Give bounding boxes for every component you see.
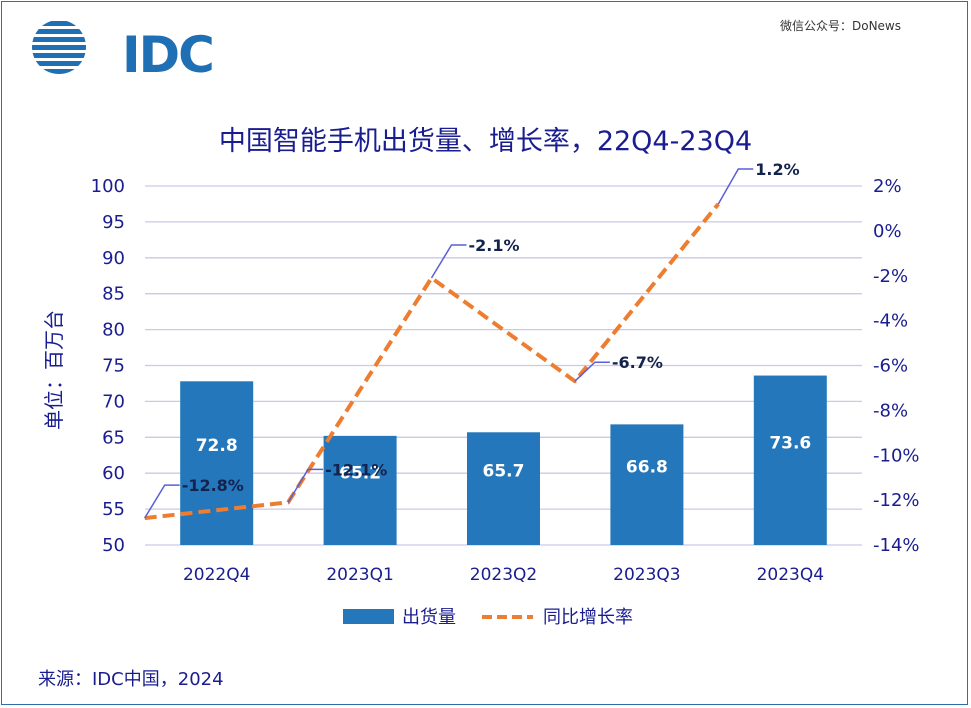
bar-value-label: 66.8 bbox=[626, 458, 668, 478]
left-tick-label: 75 bbox=[102, 356, 125, 377]
right-tick-label: -8% bbox=[873, 400, 908, 421]
leader-line bbox=[287, 468, 324, 503]
leader-line bbox=[430, 244, 467, 279]
category-label: 2023Q1 bbox=[326, 565, 393, 585]
category-label: 2023Q2 bbox=[470, 565, 537, 585]
left-tick-label: 100 bbox=[91, 176, 125, 197]
category-label: 2022Q4 bbox=[183, 565, 250, 585]
line-series: -12.8% -12.1% -2.1% -6.7% 1.2% bbox=[144, 160, 800, 521]
rate-value-label: 1.2% bbox=[755, 160, 799, 179]
left-tick-label: 85 bbox=[102, 284, 125, 305]
bar-value-label: 65.2 bbox=[339, 463, 381, 483]
right-tick-label: -12% bbox=[873, 490, 920, 511]
bar bbox=[753, 375, 827, 545]
right-tick-label: -10% bbox=[873, 445, 920, 466]
right-tick-label: -4% bbox=[873, 311, 908, 332]
idc-logo: IDC bbox=[30, 18, 215, 82]
globe-icon bbox=[32, 21, 86, 74]
bar-value-label: 73.6 bbox=[769, 433, 811, 453]
rate-value-label: -12.8% bbox=[182, 476, 244, 495]
right-axis-ticks: -14% -12% -10% -8% -6% -4% -2% 0% 2% bbox=[873, 176, 920, 556]
category-label: 2023Q4 bbox=[757, 565, 824, 585]
left-tick-label: 60 bbox=[102, 463, 125, 484]
growth-rate-line bbox=[144, 202, 720, 521]
leader-line bbox=[574, 361, 610, 382]
bar-value-label: 72.8 bbox=[196, 436, 238, 456]
logo-text: IDC bbox=[122, 26, 215, 84]
bar bbox=[610, 424, 684, 545]
right-tick-label: -6% bbox=[873, 356, 908, 377]
legend-swatch-bar bbox=[343, 609, 394, 624]
category-axis: 2022Q4 2023Q1 2023Q2 2023Q3 2023Q4 bbox=[183, 565, 824, 585]
right-tick-label: 0% bbox=[873, 221, 902, 242]
bar-series: 72.8 65.2 65.7 66.8 73.6 bbox=[180, 375, 827, 545]
bar-value-label: 65.7 bbox=[483, 462, 525, 482]
legend-label-bar: 出货量 bbox=[402, 607, 456, 628]
left-axis-ticks: 50 55 60 65 70 75 80 85 90 95 100 bbox=[91, 176, 125, 556]
category-label: 2023Q3 bbox=[613, 565, 680, 585]
rate-value-label: -12.1% bbox=[325, 460, 387, 479]
rate-value-label: -6.7% bbox=[612, 353, 663, 372]
left-tick-label: 80 bbox=[102, 320, 125, 341]
left-tick-label: 70 bbox=[102, 391, 125, 412]
bar bbox=[467, 432, 540, 545]
bar bbox=[323, 435, 397, 545]
chart-title: 中国智能手机出货量、增长率，22Q4-23Q4 bbox=[218, 126, 753, 157]
watermark: 微信公众号：DoNews bbox=[779, 19, 901, 33]
leader-line bbox=[144, 484, 180, 519]
right-tick-label: 2% bbox=[873, 176, 902, 197]
left-tick-label: 50 bbox=[102, 535, 125, 556]
bar bbox=[180, 381, 254, 545]
source-note: 来源：IDC中国，2024 bbox=[38, 669, 224, 690]
legend: 出货量 同比增长率 bbox=[343, 607, 633, 628]
left-tick-label: 95 bbox=[102, 212, 125, 233]
right-tick-label: -14% bbox=[873, 535, 920, 556]
rate-value-label: -2.1% bbox=[469, 236, 520, 255]
right-tick-label: -2% bbox=[873, 266, 908, 287]
leader-line bbox=[717, 168, 754, 205]
legend-label-line: 同比增长率 bbox=[543, 607, 633, 628]
left-tick-label: 90 bbox=[102, 248, 125, 269]
left-tick-label: 55 bbox=[102, 499, 125, 520]
left-tick-label: 65 bbox=[102, 427, 125, 448]
